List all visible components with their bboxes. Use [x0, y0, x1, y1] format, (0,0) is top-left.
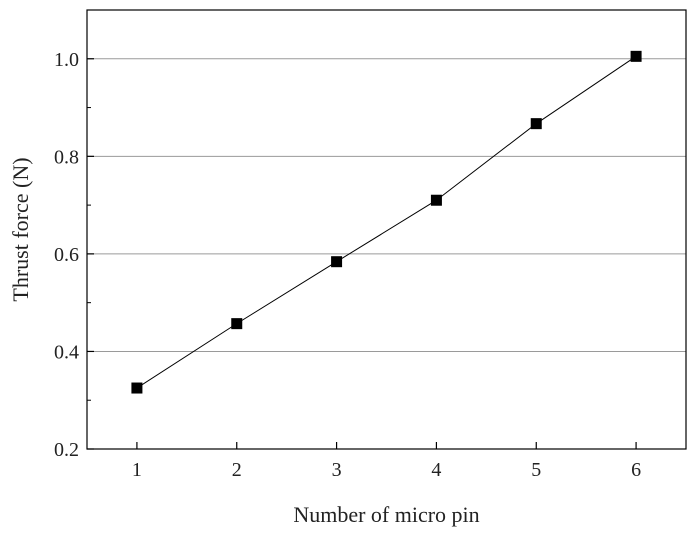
- data-point: [131, 382, 143, 394]
- gridlines: [87, 58, 686, 352]
- y-axis-title: Thrust force (N): [8, 157, 33, 301]
- data-point: [231, 318, 243, 330]
- x-tick-label: 4: [431, 459, 441, 481]
- x-tick-label: 3: [332, 459, 342, 481]
- data-point: [630, 50, 642, 62]
- x-tick-label: 6: [631, 459, 641, 481]
- y-tick-label: 1.0: [54, 49, 79, 71]
- x-tick-label: 5: [531, 459, 541, 481]
- y-tick-label: 0.4: [54, 341, 79, 363]
- data-point: [430, 194, 442, 206]
- x-tick-label: 2: [232, 459, 242, 481]
- data-point: [331, 256, 343, 268]
- x-axis-title: Number of micro pin: [293, 502, 479, 527]
- y-tick-label: 0.8: [54, 146, 79, 168]
- tick-labels: 1 2 3 4 5 6 0.2 0.4 0.6 0.8 1.0: [54, 49, 641, 481]
- series-line-0: [136, 55, 637, 389]
- series: [131, 50, 642, 394]
- data-point: [530, 118, 542, 130]
- y-tick-label: 0.2: [54, 439, 79, 461]
- plot-frame: [86, 9, 687, 450]
- y-tick-label: 0.6: [54, 244, 79, 266]
- axis-ticks: [87, 58, 637, 450]
- x-tick-label: 1: [132, 459, 142, 481]
